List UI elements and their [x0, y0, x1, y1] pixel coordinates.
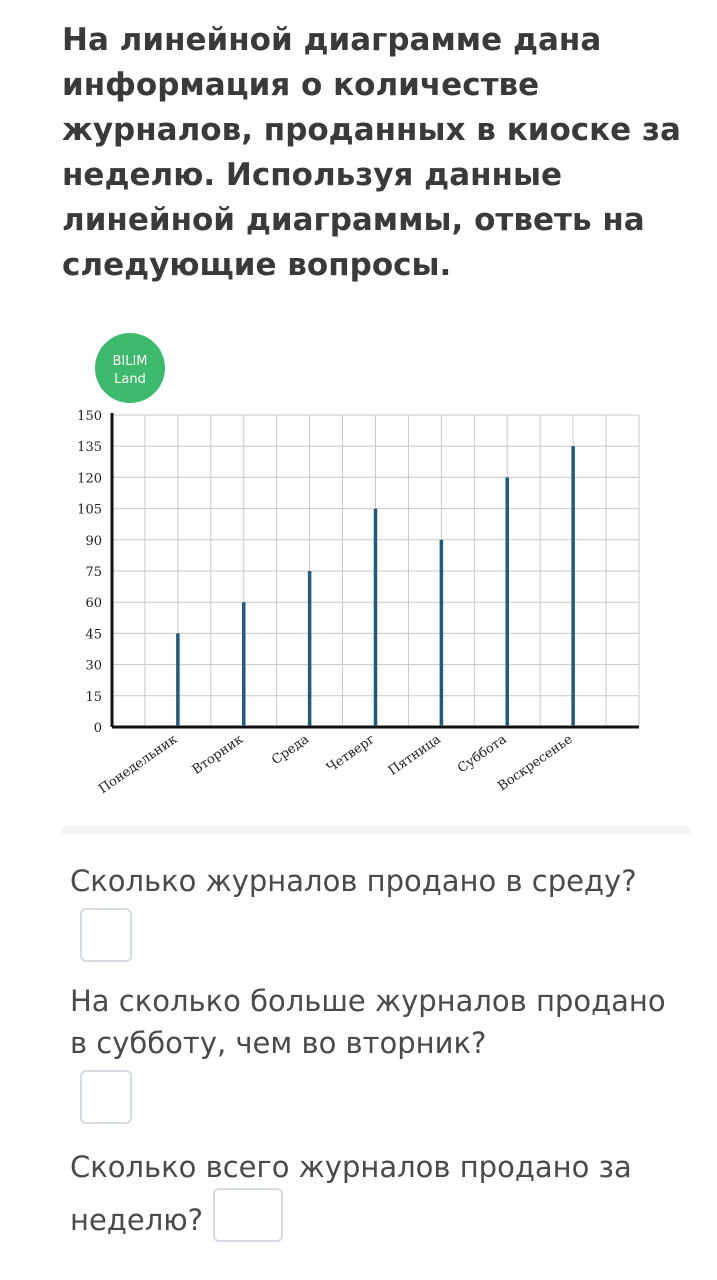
question-1: Сколько журналов продано в среду? [70, 860, 690, 962]
question-3-text: Сколько всего журналов продано за неделю… [70, 1150, 632, 1237]
x-tick-label: Понедельник [96, 732, 180, 797]
x-tick-label: Суббота [455, 732, 510, 777]
bar-chart: BILIM Land 0 15 30 45 60 75 90 105 120 135 150 Понеде… [77, 333, 640, 797]
answer-input-3[interactable] [213, 1188, 284, 1242]
question-1-text: Сколько журналов продано в среду? [70, 864, 637, 898]
x-tick-label: Среда [269, 732, 312, 768]
answer-input-2[interactable] [80, 1070, 132, 1124]
question-3: Сколько всего журналов продано за неделю… [70, 1146, 690, 1242]
chart-card: BILIM Land 0 15 30 45 60 75 90 105 120 135 150 Понеде… [62, 318, 690, 834]
x-tick-label: Четверг [324, 732, 378, 776]
logo-text-line2: Land [114, 372, 146, 387]
logo-circle [95, 333, 165, 403]
y-tick-label: 0 [94, 721, 102, 736]
y-tick-label: 150 [77, 409, 102, 424]
x-tick-label: Вторник [190, 732, 246, 778]
x-tick-label: Воскресенье [495, 732, 575, 794]
y-tick-label: 60 [85, 596, 102, 611]
y-tick-label: 105 [77, 503, 102, 518]
y-tick-label: 120 [77, 471, 102, 486]
y-tick-label: 30 [85, 659, 102, 674]
answer-input-1[interactable] [80, 908, 132, 962]
y-tick-label: 15 [85, 690, 102, 705]
question-2: На сколько больше журналов продано в суб… [70, 980, 690, 1124]
y-tick-label: 90 [85, 534, 102, 549]
x-tick-label: Пятница [386, 732, 444, 779]
task-title: На линейной диаграмме дана информация о … [62, 22, 681, 283]
y-tick-label: 75 [85, 565, 102, 580]
y-tick-label: 135 [77, 440, 102, 455]
logo-text-line1: BILIM [112, 354, 147, 369]
y-tick-label: 45 [85, 627, 102, 642]
question-2-text: На сколько больше журналов продано в суб… [70, 984, 666, 1060]
